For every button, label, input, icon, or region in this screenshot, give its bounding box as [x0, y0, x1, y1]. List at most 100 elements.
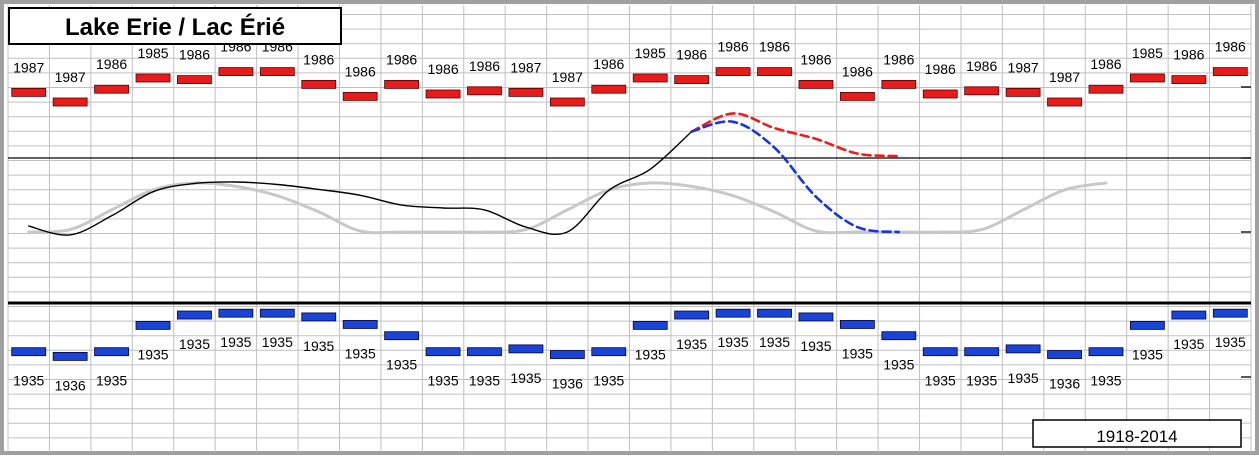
min-record-year: 1935	[718, 334, 749, 350]
max-record-year: 1986	[469, 58, 500, 74]
recorded-line	[28, 130, 693, 236]
max-record-year: 1986	[800, 51, 831, 67]
max-record-bar	[1047, 97, 1082, 107]
max-record-year: 1986	[427, 61, 458, 77]
min-record-bar	[301, 312, 337, 322]
max-record-bar	[425, 89, 461, 99]
period-label: 1918-2014	[1096, 427, 1177, 446]
max-record-year: 1986	[1215, 39, 1246, 55]
max-record-year: 1986	[96, 56, 127, 72]
max-record-bar	[591, 84, 627, 94]
max-record-year: 1986	[345, 63, 376, 79]
max-record-year: 1987	[1008, 59, 1039, 75]
min-record-bar	[964, 347, 1000, 357]
chart-title: Lake Erie / Lac Érié	[65, 13, 285, 41]
period-frame	[1032, 419, 1242, 448]
max-record-year: 1986	[759, 39, 790, 55]
min-record-bar	[881, 331, 917, 341]
min-record-year: 1935	[345, 345, 376, 361]
min-record-bar	[177, 310, 212, 320]
min-record-bar	[1171, 310, 1207, 320]
max-record-bar	[881, 80, 917, 89]
max-record-bar	[922, 89, 958, 99]
min-record-year: 1935	[800, 338, 831, 354]
max-record-year: 1986	[925, 61, 956, 77]
min-record-bar	[259, 308, 295, 318]
min-record-bar	[1088, 347, 1124, 357]
forecast-high-line	[690, 112, 901, 158]
max-record-bar	[301, 80, 337, 89]
min-record-bar	[1047, 350, 1082, 359]
min-record-year: 1935	[1090, 373, 1121, 389]
min-record-bar	[135, 320, 171, 330]
min-record-bar	[425, 347, 461, 357]
min-record-bar	[674, 310, 710, 320]
min-record-bar	[52, 351, 88, 361]
min-record-year: 1935	[759, 334, 790, 350]
max-record-year: 1985	[1132, 45, 1163, 61]
min-record-year: 1935	[469, 373, 500, 389]
min-record-year: 1935	[137, 346, 168, 362]
max-record-bar	[1171, 75, 1207, 84]
min-record-bar	[798, 312, 834, 322]
period-box: 1918-2014	[1032, 419, 1242, 448]
min-record-year: 1935	[925, 373, 956, 389]
min-record-year: 1935	[386, 357, 417, 373]
max-record-year: 1987	[55, 69, 86, 85]
min-records: 1935 1936 1935 1935 1935 1935 1935 1935 1935 1935…	[11, 308, 1248, 393]
min-record-bar	[218, 308, 254, 318]
min-record-bar	[508, 344, 544, 354]
max-record-year: 1986	[842, 63, 873, 79]
min-record-year: 1935	[1008, 370, 1039, 386]
max-record-year: 1986	[1090, 56, 1121, 72]
max-record-year: 1985	[137, 45, 168, 61]
min-record-bar	[839, 320, 875, 329]
max-record-bar	[94, 84, 129, 94]
max-record-year: 1986	[718, 39, 749, 55]
min-record-year: 1936	[1049, 376, 1080, 392]
max-record-bar	[1212, 67, 1248, 76]
max-record-year: 1987	[510, 59, 541, 75]
max-record-bar	[135, 73, 171, 83]
max-record-bar	[467, 86, 502, 96]
max-record-bar	[11, 88, 47, 97]
max-record-bar	[1005, 88, 1041, 97]
min-record-year: 1935	[179, 336, 210, 352]
min-record-year: 1935	[593, 373, 624, 389]
axes	[8, 86, 1251, 378]
min-record-year: 1935	[510, 370, 541, 386]
min-record-bar	[1130, 320, 1165, 330]
max-record-bar	[52, 97, 88, 107]
max-record-bar	[259, 67, 295, 76]
min-record-bar	[632, 320, 668, 330]
forecast-low-line	[690, 120, 901, 234]
max-record-bar	[839, 92, 875, 101]
max-record-bar	[342, 92, 378, 101]
max-record-bar	[549, 97, 585, 107]
min-record-year: 1935	[13, 373, 44, 389]
max-record-year: 1986	[303, 51, 334, 67]
max-record-bar	[384, 80, 420, 89]
min-record-year: 1936	[552, 376, 583, 392]
max-records: 1987 1987 1986 1985 1986 1986 1986 1986 1986 1986…	[11, 39, 1248, 107]
min-record-year: 1935	[842, 345, 873, 361]
series-layer	[27, 112, 1108, 236]
max-record-bar	[674, 75, 710, 84]
min-record-year: 1935	[676, 336, 707, 352]
max-record-bar	[798, 80, 834, 89]
max-record-year: 1986	[179, 47, 210, 63]
max-record-bar	[177, 75, 212, 84]
max-record-bar	[757, 67, 792, 76]
min-record-year: 1935	[96, 373, 127, 389]
min-record-year: 1935	[1173, 336, 1204, 352]
min-record-bar	[922, 347, 958, 357]
min-record-bar	[384, 331, 420, 341]
max-record-year: 1986	[593, 56, 624, 72]
min-record-year: 1935	[883, 357, 914, 373]
max-record-bar	[218, 67, 254, 76]
max-record-bar	[1130, 73, 1165, 83]
max-record-year: 1987	[552, 69, 583, 85]
min-record-bar	[94, 347, 129, 357]
